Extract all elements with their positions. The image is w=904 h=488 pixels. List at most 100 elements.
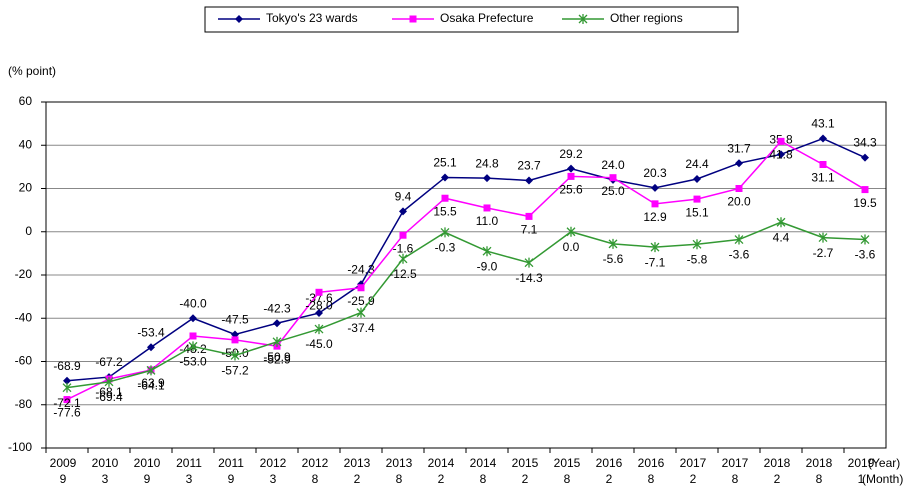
marker: [567, 164, 575, 173]
legend-label: Tokyo's 23 wards: [266, 11, 358, 25]
marker: [482, 246, 492, 257]
marker: [483, 204, 491, 212]
x-tick-label: 2010: [134, 456, 161, 470]
x-tick-label: 2016: [596, 456, 623, 470]
y-tick-label: 60: [19, 94, 33, 108]
marker: [818, 232, 828, 243]
marker: [230, 350, 240, 361]
series-line: [66, 221, 866, 389]
x-tick-month: 2: [690, 472, 697, 486]
marker: [356, 307, 366, 318]
data-label: 11.0: [476, 214, 499, 228]
data-label: 24.4: [685, 157, 709, 171]
x-tick-month: 9: [60, 472, 67, 486]
data-label: 7.1: [521, 223, 538, 237]
y-tick-label: 0: [25, 224, 32, 238]
data-label: -68.1: [95, 385, 123, 399]
x-tick-month: 8: [396, 472, 403, 486]
marker: [62, 382, 72, 393]
x-tick-label: 2015: [512, 456, 539, 470]
data-label: 25.0: [601, 184, 625, 198]
marker: [578, 14, 588, 24]
data-label: -42.3: [263, 301, 291, 315]
x-tick-label: 2017: [722, 456, 749, 470]
marker: [735, 185, 743, 192]
marker: [189, 314, 197, 323]
marker: [189, 332, 197, 340]
x-tick-label: 2018: [764, 456, 791, 470]
marker: [231, 336, 239, 344]
y-tick-label: 40: [19, 137, 33, 151]
y-tick-label: -40: [15, 310, 33, 324]
data-label: -77.6: [53, 406, 81, 420]
data-label: -53.4: [137, 325, 165, 339]
marker: [146, 365, 156, 376]
legend-label: Other regions: [610, 11, 683, 25]
data-label: -68.9: [53, 359, 81, 373]
x-tick-month: 3: [102, 472, 109, 486]
marker: [398, 253, 408, 264]
marker: [567, 172, 575, 180]
x-tick-month: 8: [648, 472, 655, 486]
x-tick-month: 1: [858, 472, 865, 486]
marker: [566, 226, 576, 237]
marker: [608, 238, 618, 249]
data-label: 15.1: [685, 205, 709, 219]
x-tick-label: 2010: [92, 456, 119, 470]
x-tick-label: 2016: [638, 456, 665, 470]
x-tick-month: 2: [522, 472, 529, 486]
x-tick-label: 2017: [680, 456, 707, 470]
marker: [147, 343, 155, 352]
marker: [63, 376, 71, 385]
data-label: 24.8: [475, 156, 499, 170]
data-label: -0.3: [435, 241, 456, 255]
x-tick-month: 8: [732, 472, 739, 486]
x-tick-month: 8: [564, 472, 571, 486]
y-tick-label: -100: [8, 440, 32, 454]
data-label: 20.3: [643, 166, 667, 180]
data-label: -53.0: [179, 355, 207, 369]
data-label: -50.9: [263, 350, 291, 364]
data-label: -3.6: [855, 248, 876, 262]
y-tick-label: 20: [19, 181, 33, 195]
data-label: -28.0: [305, 298, 333, 312]
y-tick-label: -80: [15, 397, 33, 411]
marker: [525, 212, 533, 220]
data-label: 24.0: [601, 158, 625, 172]
marker: [441, 194, 449, 202]
marker: [609, 174, 617, 182]
x-tick-month: 3: [186, 472, 193, 486]
data-label: 43.1: [811, 117, 835, 131]
data-label: -12.5: [389, 267, 417, 281]
data-label: -47.5: [221, 313, 249, 327]
data-label: 19.5: [853, 196, 877, 210]
marker: [525, 176, 533, 185]
data-label: -63.9: [137, 376, 165, 390]
y-axis-label: (% point): [8, 64, 56, 78]
marker: [819, 160, 827, 168]
data-label: 25.1: [433, 156, 457, 170]
marker: [861, 153, 869, 162]
x-tick-month: 8: [816, 472, 823, 486]
data-label: -45.0: [305, 337, 333, 351]
x-tick-month: 2: [354, 472, 361, 486]
marker: [235, 15, 243, 23]
x-tick-month: 9: [228, 472, 235, 486]
marker: [104, 376, 114, 387]
data-label: 0.0: [563, 240, 580, 254]
marker: [399, 231, 407, 239]
data-label: 31.1: [811, 171, 835, 185]
marker: [861, 186, 869, 194]
marker: [273, 319, 281, 328]
marker: [777, 137, 785, 145]
series-line: [66, 137, 866, 382]
data-label: -2.7: [813, 246, 834, 260]
x-tick-label: 2014: [428, 456, 455, 470]
data-label: 29.2: [559, 147, 583, 161]
marker: [314, 324, 324, 335]
legend-label: Osaka Prefecture: [440, 11, 534, 25]
marker: [860, 234, 870, 245]
data-label: 25.6: [559, 183, 583, 197]
data-label: -52.9: [263, 352, 291, 366]
x-tick-label: 2013: [344, 456, 371, 470]
